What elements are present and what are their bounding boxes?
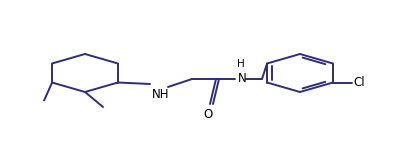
Text: H: H (237, 59, 245, 69)
Text: Cl: Cl (353, 76, 365, 89)
Text: NH: NH (152, 88, 169, 101)
Text: O: O (203, 108, 213, 121)
Text: N: N (238, 72, 247, 86)
